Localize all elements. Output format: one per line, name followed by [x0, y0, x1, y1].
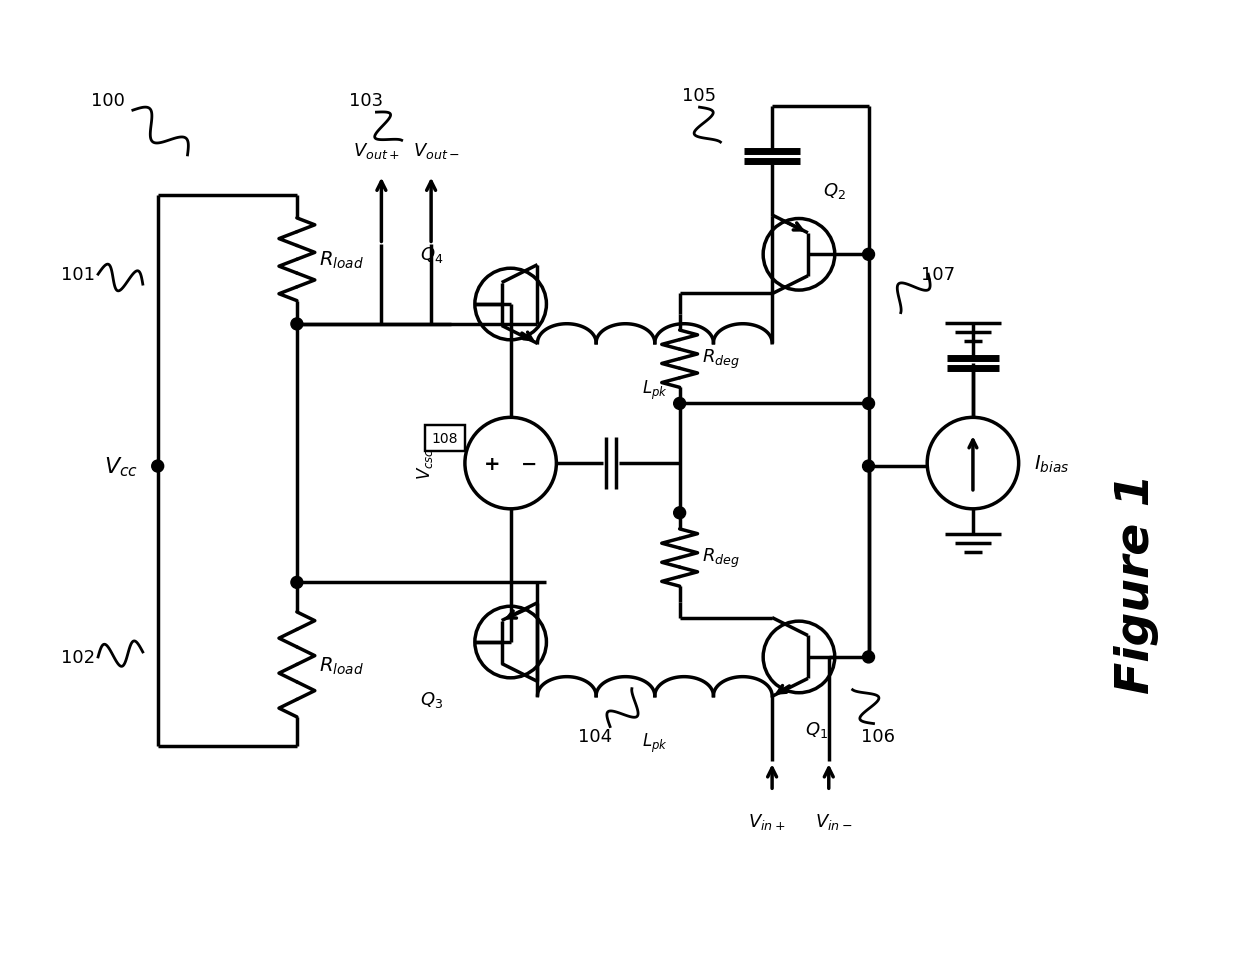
- Text: $R_{deg}$: $R_{deg}$: [702, 546, 739, 570]
- Circle shape: [151, 460, 164, 473]
- Circle shape: [673, 507, 686, 519]
- Text: $V_{cc}$: $V_{cc}$: [104, 455, 138, 478]
- Text: $V_{csc}$: $V_{csc}$: [415, 448, 435, 479]
- Circle shape: [863, 651, 874, 663]
- Text: +: +: [484, 454, 501, 473]
- Text: $I_{bias}$: $I_{bias}$: [1034, 453, 1069, 475]
- Text: $V_{in-}$: $V_{in-}$: [815, 811, 853, 831]
- Text: 107: 107: [921, 266, 955, 284]
- Circle shape: [291, 318, 303, 331]
- Text: −: −: [521, 454, 537, 473]
- Circle shape: [291, 577, 303, 589]
- Text: 101: 101: [61, 266, 95, 284]
- Text: 103: 103: [350, 92, 383, 111]
- Text: $R_{load}$: $R_{load}$: [319, 655, 363, 676]
- Text: $V_{in+}$: $V_{in+}$: [749, 811, 786, 831]
- Text: 104: 104: [578, 728, 613, 745]
- Circle shape: [863, 460, 874, 473]
- Text: 100: 100: [91, 92, 125, 111]
- Text: $L_{pk}$: $L_{pk}$: [642, 731, 667, 754]
- Text: $V_{out+}$: $V_{out+}$: [353, 141, 399, 161]
- Text: 105: 105: [682, 87, 717, 105]
- Circle shape: [673, 398, 686, 410]
- Text: 108: 108: [432, 432, 459, 446]
- Text: Figure 1: Figure 1: [1115, 473, 1159, 693]
- Text: 102: 102: [61, 648, 95, 666]
- Text: $Q_4$: $Q_4$: [420, 245, 444, 265]
- Text: 106: 106: [862, 728, 895, 745]
- Text: $Q_1$: $Q_1$: [805, 719, 828, 739]
- Text: $R_{load}$: $R_{load}$: [319, 250, 363, 271]
- Circle shape: [863, 249, 874, 261]
- Circle shape: [863, 398, 874, 410]
- Text: $V_{out-}$: $V_{out-}$: [413, 141, 459, 161]
- Text: $Q_3$: $Q_3$: [420, 690, 444, 710]
- FancyBboxPatch shape: [425, 426, 465, 452]
- Text: $Q_2$: $Q_2$: [823, 181, 846, 201]
- Text: $R_{deg}$: $R_{deg}$: [702, 348, 739, 371]
- Text: $L_{pk}$: $L_{pk}$: [642, 378, 667, 401]
